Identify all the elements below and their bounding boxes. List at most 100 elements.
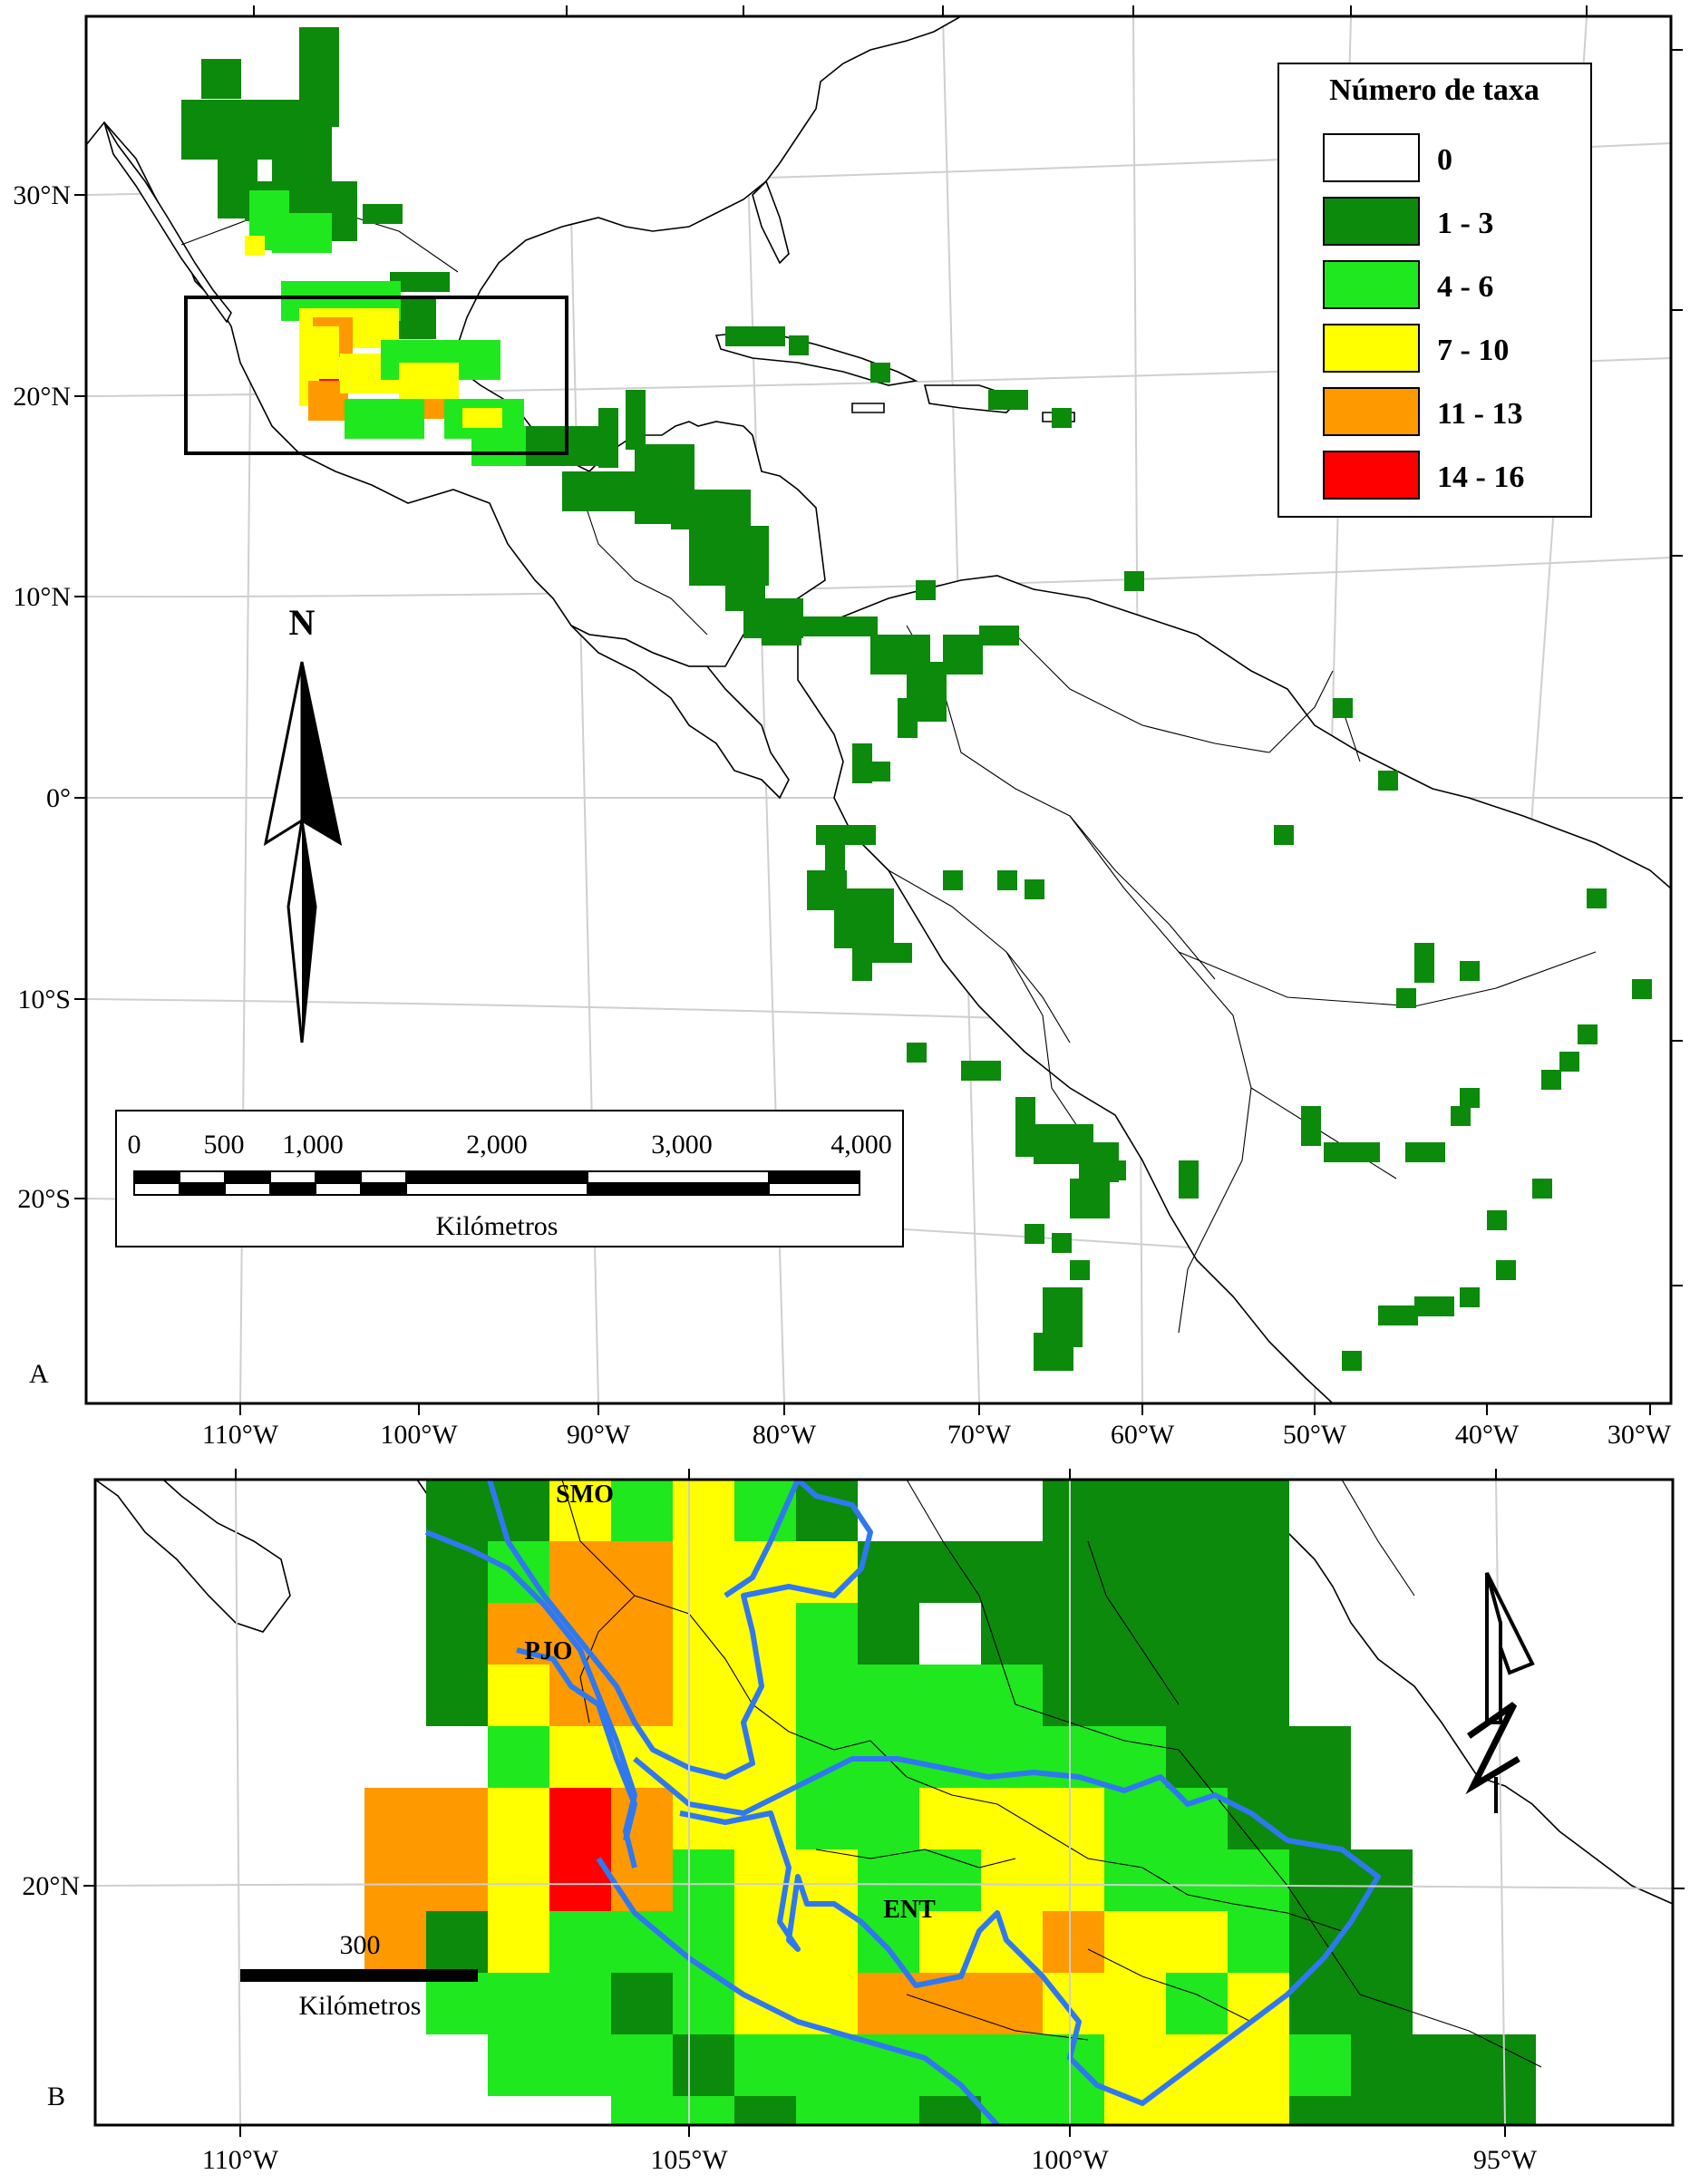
lat-label: 0° bbox=[46, 783, 71, 813]
grid-cell bbox=[1166, 1973, 1228, 2034]
grid-cell bbox=[292, 100, 312, 120]
lon-label: 90°W bbox=[567, 1420, 631, 1450]
grid-cell bbox=[1414, 1296, 1434, 1316]
grid-cell bbox=[1073, 1124, 1093, 1144]
grid-cell bbox=[238, 159, 257, 179]
legend: Número de taxa 0 1 - 3 4 - 6 7 - 10 11 - 13 1… bbox=[1277, 63, 1592, 518]
grid-cell bbox=[1104, 2034, 1166, 2096]
grid-cell bbox=[673, 2096, 734, 2125]
grid-cell bbox=[1413, 2034, 1474, 2096]
grid-cell bbox=[673, 1665, 734, 1726]
grid-cell bbox=[363, 204, 383, 224]
grid-cell bbox=[981, 1849, 1043, 1911]
grid-cell bbox=[673, 1541, 734, 1603]
grid-cell bbox=[1228, 1911, 1289, 1973]
grid-cell bbox=[796, 1788, 858, 1849]
grid-cell bbox=[1541, 1070, 1561, 1090]
grid-cell bbox=[927, 662, 947, 682]
grid-cell bbox=[874, 888, 894, 908]
grid-cell bbox=[709, 566, 729, 586]
grid-cell bbox=[725, 571, 745, 591]
grid-cell bbox=[181, 140, 201, 160]
grid-cell bbox=[919, 1726, 981, 1788]
grid-cell bbox=[1166, 1480, 1228, 1541]
grid-cell bbox=[312, 160, 332, 180]
grid-cell bbox=[1228, 1726, 1289, 1788]
lon-label: 100°W bbox=[380, 1420, 458, 1450]
grid-cell bbox=[675, 444, 694, 464]
grid-cell bbox=[655, 504, 675, 524]
grid-cell bbox=[1228, 1480, 1289, 1541]
grid-cell bbox=[729, 546, 749, 566]
grid-cell bbox=[272, 213, 292, 233]
grid-cell bbox=[439, 383, 459, 403]
grid-cell bbox=[319, 346, 339, 366]
grid-cell bbox=[1378, 771, 1398, 791]
grid-cell bbox=[870, 363, 890, 383]
grid-cell bbox=[981, 2034, 1043, 2096]
grid-cell bbox=[1351, 1911, 1413, 1973]
grid-cell bbox=[796, 1665, 858, 1726]
grid-cell bbox=[379, 308, 399, 328]
grid-cell bbox=[598, 448, 618, 468]
grid-cell bbox=[1008, 390, 1028, 410]
grid-cell bbox=[546, 426, 566, 446]
grid-cell bbox=[481, 360, 500, 380]
scalebar-tick: 500 bbox=[204, 1130, 245, 1160]
panel-label-a: A bbox=[29, 1359, 49, 1389]
grid-cell bbox=[907, 662, 927, 682]
grid-cell bbox=[1034, 1351, 1054, 1371]
grid-cell bbox=[337, 181, 357, 201]
grid-cell bbox=[626, 410, 646, 430]
grid-cell bbox=[1228, 1973, 1289, 2034]
grid-cell bbox=[981, 1541, 1043, 1603]
grid-cell bbox=[1460, 961, 1480, 981]
grid-cell bbox=[689, 546, 709, 566]
region-label-ent: ENT bbox=[883, 1896, 936, 1924]
grid-cell bbox=[907, 682, 927, 702]
grid-cell bbox=[359, 328, 379, 348]
grid-cell bbox=[789, 335, 809, 355]
grid-cell bbox=[1104, 1973, 1166, 2034]
grid-cell bbox=[421, 340, 441, 360]
grid-cell bbox=[1532, 1179, 1552, 1199]
panel-label-b: B bbox=[47, 2082, 65, 2111]
grid-cell bbox=[854, 888, 874, 908]
grid-cell bbox=[526, 426, 546, 446]
grid-cell bbox=[963, 655, 983, 675]
baja-california bbox=[103, 121, 232, 324]
grid-cell bbox=[1378, 1306, 1398, 1325]
grid-cell bbox=[734, 1603, 796, 1665]
grid-cell bbox=[858, 2096, 919, 2125]
grid-cell bbox=[1351, 2096, 1413, 2125]
grid-cell bbox=[836, 825, 856, 845]
physiographic-outlines bbox=[424, 1480, 1381, 2125]
lon-label: 40°W bbox=[1455, 1420, 1520, 1450]
scalebar-a: 0 500 1,000 2,000 3,000 4,000 Kilómetros bbox=[115, 1110, 904, 1247]
grid-cell bbox=[671, 490, 691, 510]
grid-cell bbox=[410, 272, 430, 292]
grid-cell bbox=[852, 961, 872, 981]
grid-cell bbox=[852, 943, 872, 963]
grid-cell bbox=[1025, 1224, 1044, 1244]
grid-cell bbox=[292, 233, 312, 253]
grid-cell bbox=[1043, 1541, 1104, 1603]
grid-cell bbox=[221, 79, 241, 99]
grid-cell bbox=[763, 598, 783, 618]
grid-cell bbox=[689, 526, 709, 546]
grid-cell bbox=[461, 360, 481, 380]
grid-cell bbox=[827, 870, 847, 890]
grid-cell bbox=[1063, 1307, 1083, 1327]
grid-cell bbox=[981, 1788, 1043, 1849]
grid-cell bbox=[488, 1726, 549, 1788]
grid-cell bbox=[221, 59, 241, 79]
grid-cell bbox=[488, 1911, 549, 1973]
florida bbox=[752, 180, 790, 265]
grid-cell bbox=[181, 100, 201, 120]
grid-cell bbox=[360, 354, 380, 374]
grid-cell bbox=[745, 571, 765, 591]
grid-cell bbox=[1043, 1480, 1104, 1541]
grid-cell bbox=[299, 67, 319, 87]
grid-cell bbox=[272, 160, 292, 180]
grid-cell bbox=[1333, 698, 1353, 718]
